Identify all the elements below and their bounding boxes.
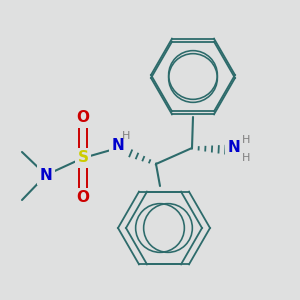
Text: H: H	[242, 153, 250, 163]
Text: N: N	[228, 140, 240, 155]
Text: N: N	[112, 139, 124, 154]
Text: N: N	[40, 167, 52, 182]
Text: O: O	[76, 190, 89, 206]
Text: H: H	[122, 131, 130, 141]
Text: H: H	[242, 135, 250, 145]
Text: O: O	[76, 110, 89, 125]
Text: S: S	[77, 151, 88, 166]
